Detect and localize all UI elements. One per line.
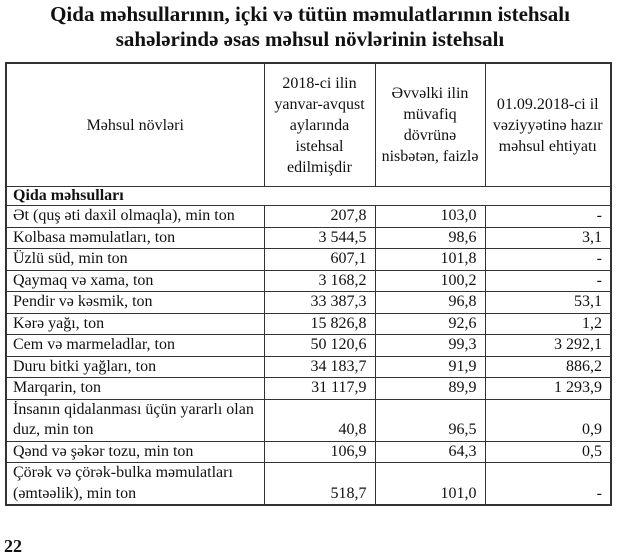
table-row: Qaymaq və xama, ton 3 168,2 100,2-: [5, 269, 612, 292]
stock-value: -: [484, 205, 612, 228]
table-row: İnsanın qidalanması üçün yararlı olan du…: [5, 398, 612, 442]
stock-value: -: [484, 269, 612, 292]
percent-value: 99,3: [374, 334, 486, 357]
stock-value: 53,1: [484, 291, 612, 314]
product-name: Qaymaq və xama, ton: [5, 269, 265, 292]
product-name: Üzlü süd, min ton: [5, 248, 265, 271]
percent-value: 92,6: [374, 312, 486, 335]
page-number: 22: [4, 536, 22, 556]
product-name: Qənd və şəkər tozu, min ton: [5, 440, 265, 463]
product-name: Pendir və kəsmik, ton: [5, 291, 265, 314]
header-stock: 01.09.2018-ci il vəziyyətinə hazır məhsu…: [484, 62, 612, 187]
produced-value: 50 120,6: [263, 334, 376, 357]
table-row: Cem və marmeladlar, ton 50 120,6 99,3 3 292…: [5, 334, 612, 357]
produced-value: 33 387,3: [263, 291, 376, 314]
stock-value: 3,1: [484, 226, 612, 249]
stock-value: 1 293,9: [484, 377, 612, 400]
percent-value: 101,8: [374, 248, 486, 271]
product-name: Cem və marmeladlar, ton: [5, 334, 265, 357]
produced-value: 518,7: [263, 462, 376, 506]
product-name: İnsanın qidalanması üçün yararlı olan du…: [5, 398, 265, 442]
produced-value: 31 117,9: [263, 377, 376, 400]
produced-value: 106,9: [263, 440, 376, 463]
table-row: Kolbasa məmulatları, ton 3 544,5 98,6 3,1: [5, 226, 612, 249]
product-name: Duru bitki yağları, ton: [5, 355, 265, 378]
percent-value: 96,5: [374, 398, 486, 442]
section-row: Qida məhsulları: [5, 186, 612, 206]
table-row: Qənd və şəkər tozu, min ton 106,9 64,3 0,5: [5, 440, 612, 463]
stock-value: 3 292,1: [484, 334, 612, 357]
product-name: Çörək və çörək-bulka məmulatları (əmtəəl…: [5, 462, 265, 506]
header-product-types: Məhsul növləri: [5, 62, 265, 187]
stock-value: 0,5: [484, 440, 612, 463]
product-name: Ət (quş əti daxil olmaqla), min ton: [5, 205, 265, 228]
document-title: Qida məhsullarının, içki və tütün məmula…: [0, 2, 620, 52]
title-line-1: Qida məhsullarının, içki və tütün məmula…: [50, 2, 570, 26]
stock-value: 1,2: [484, 312, 612, 335]
produced-value: 3 168,2: [263, 269, 376, 292]
produced-value: 40,8: [263, 398, 376, 442]
stock-value: -: [484, 462, 612, 506]
table-row: Çörək və çörək-bulka məmulatları (əmtəəl…: [5, 462, 612, 506]
title-line-2: sahələrində əsas məhsul növlərinin isteh…: [115, 27, 505, 51]
stock-value: 0,9: [484, 398, 612, 442]
header-percent: Əvvəlki ilin müvafiq dövrünə nisbətən, f…: [374, 62, 486, 187]
product-name: Kərə yağı, ton: [5, 312, 265, 335]
table-row: Ət (quş əti daxil olmaqla), min ton 207,8…: [5, 205, 612, 228]
table-row: Üzlü süd, min ton 607,1 101,8-: [5, 248, 612, 271]
section-title: Qida məhsulları: [5, 186, 612, 206]
percent-value: 103,0: [374, 205, 486, 228]
table-row: Duru bitki yağları, ton 34 183,7 91,9 886,2: [5, 355, 612, 378]
header-produced: 2018-ci ilin yanvar-avqust aylarında ist…: [263, 62, 376, 187]
table-row: Pendir və kəsmik, ton 33 387,3 96,8 53,1: [5, 291, 612, 314]
percent-value: 91,9: [374, 355, 486, 378]
percent-value: 89,9: [374, 377, 486, 400]
stock-value: -: [484, 248, 612, 271]
produced-value: 15 826,8: [263, 312, 376, 335]
header-row: Məhsul növləri 2018-ci ilin yanvar-avqus…: [5, 62, 612, 187]
percent-value: 98,6: [374, 226, 486, 249]
production-table: Məhsul növləri 2018-ci ilin yanvar-avqus…: [5, 62, 612, 506]
table-row: Marqarin, ton 31 117,9 89,9 1 293,9: [5, 377, 612, 400]
stock-value: 886,2: [484, 355, 612, 378]
percent-value: 96,8: [374, 291, 486, 314]
produced-value: 607,1: [263, 248, 376, 271]
product-name: Kolbasa məmulatları, ton: [5, 226, 265, 249]
produced-value: 207,8: [263, 205, 376, 228]
percent-value: 100,2: [374, 269, 486, 292]
percent-value: 64,3: [374, 440, 486, 463]
table-row: Kərə yağı, ton 15 826,8 92,6 1,2: [5, 312, 612, 335]
product-name: Marqarin, ton: [5, 377, 265, 400]
produced-value: 3 544,5: [263, 226, 376, 249]
percent-value: 101,0: [374, 462, 486, 506]
produced-value: 34 183,7: [263, 355, 376, 378]
